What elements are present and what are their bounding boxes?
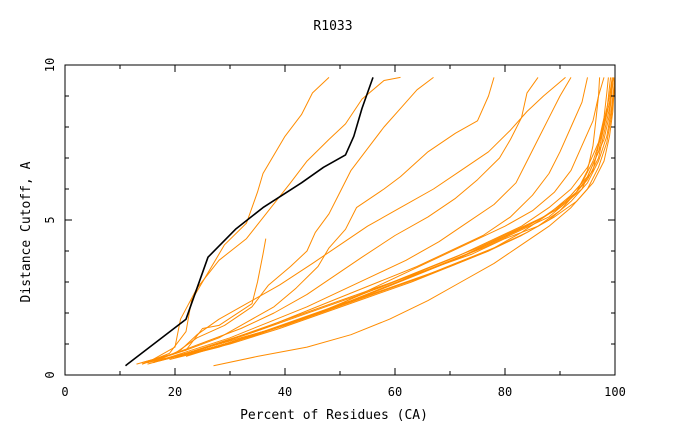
- series-line-14: [174, 77, 612, 359]
- series-line-18: [185, 77, 616, 357]
- series-line-16: [180, 77, 616, 357]
- series-line-19: [152, 77, 566, 364]
- highlight-layer: [125, 77, 374, 367]
- series-line-7: [152, 77, 572, 364]
- series-line-9: [158, 77, 605, 362]
- x-tick-label: 40: [278, 385, 292, 399]
- x-tick-label: 0: [61, 385, 68, 399]
- series-line-4: [136, 77, 434, 365]
- series-layer: [136, 76, 616, 367]
- x-axis-label: Percent of Residues (CA): [240, 408, 428, 423]
- series-line-13: [147, 77, 615, 365]
- series-line-3: [141, 238, 267, 364]
- y-axis-label: Distance Cutoff, A: [19, 161, 34, 302]
- y-tick-label: 10: [43, 58, 57, 72]
- x-tick-label: 60: [388, 385, 402, 399]
- x-tick-label: 100: [604, 385, 626, 399]
- series-line-6: [141, 77, 539, 365]
- series-line-1: [141, 77, 330, 365]
- axes-layer: 0 20 40 60 80 100 0 5 10: [43, 58, 626, 399]
- series-line-11: [152, 77, 613, 364]
- series-line-20: [163, 77, 601, 360]
- highlight-series-line: [125, 77, 374, 367]
- plot-frame: [64, 64, 616, 376]
- x-tick-label: 80: [498, 385, 512, 399]
- series-line-5: [147, 77, 495, 364]
- y-tick-label: 5: [43, 216, 57, 223]
- y-tick-label: 0: [43, 371, 57, 378]
- chart-title: R1033: [313, 19, 352, 34]
- series-line-17: [213, 77, 616, 367]
- series-line-8: [147, 77, 588, 364]
- series-line-15: [158, 77, 609, 362]
- x-tick-label: 20: [168, 385, 182, 399]
